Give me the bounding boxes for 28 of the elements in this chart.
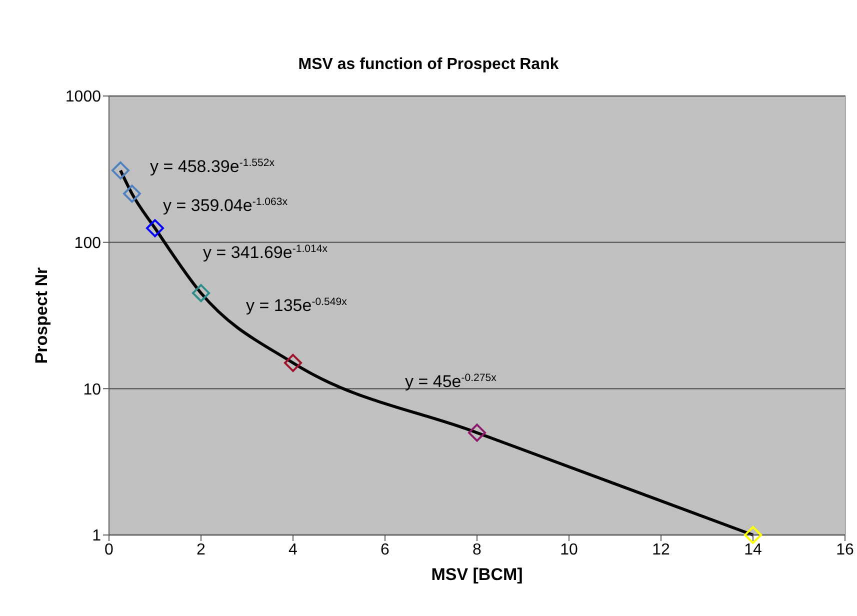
annotation: y = 458.39e$^{-1.552x}$ <box>150 157 276 176</box>
x-tick-label: 14 <box>744 541 762 558</box>
y-axis-title: Prospect Nr <box>32 266 52 364</box>
x-tick-label: 10 <box>560 541 578 558</box>
x-tick-label: 8 <box>472 541 482 558</box>
x-axis-title: MSV [BCM] <box>431 565 523 584</box>
point <box>284 354 302 372</box>
chart-title: MSV as function of Prospect Rank <box>297 56 560 74</box>
x-tick-label: 16 <box>836 541 854 558</box>
point <box>468 424 486 442</box>
point <box>123 184 141 203</box>
x-tick-label: 6 <box>380 541 390 558</box>
x-tick-label: 12 <box>652 541 670 558</box>
annotation: y = 135e$^{-0.549x}$ <box>246 296 348 315</box>
annotation: y = 359.04e$^{-1.063x}$ <box>163 196 288 215</box>
annotation: y = 341.69e$^{-1.014x}$ <box>203 243 328 262</box>
x-tick-label: 2 <box>196 541 206 558</box>
x-tick-label: 0 <box>104 541 114 558</box>
annotation: y = 45e$^{-0.275x}$ <box>405 372 498 391</box>
point <box>192 284 210 302</box>
y-tick-label: 1000 <box>65 88 102 106</box>
y-tick-label: 10 <box>83 381 102 398</box>
point <box>112 161 130 180</box>
point <box>146 219 164 238</box>
y-tick-label: 1 <box>92 528 102 545</box>
point <box>744 526 762 544</box>
y-tick-label: 100 <box>74 235 102 252</box>
x-tick-label: 4 <box>288 541 298 558</box>
